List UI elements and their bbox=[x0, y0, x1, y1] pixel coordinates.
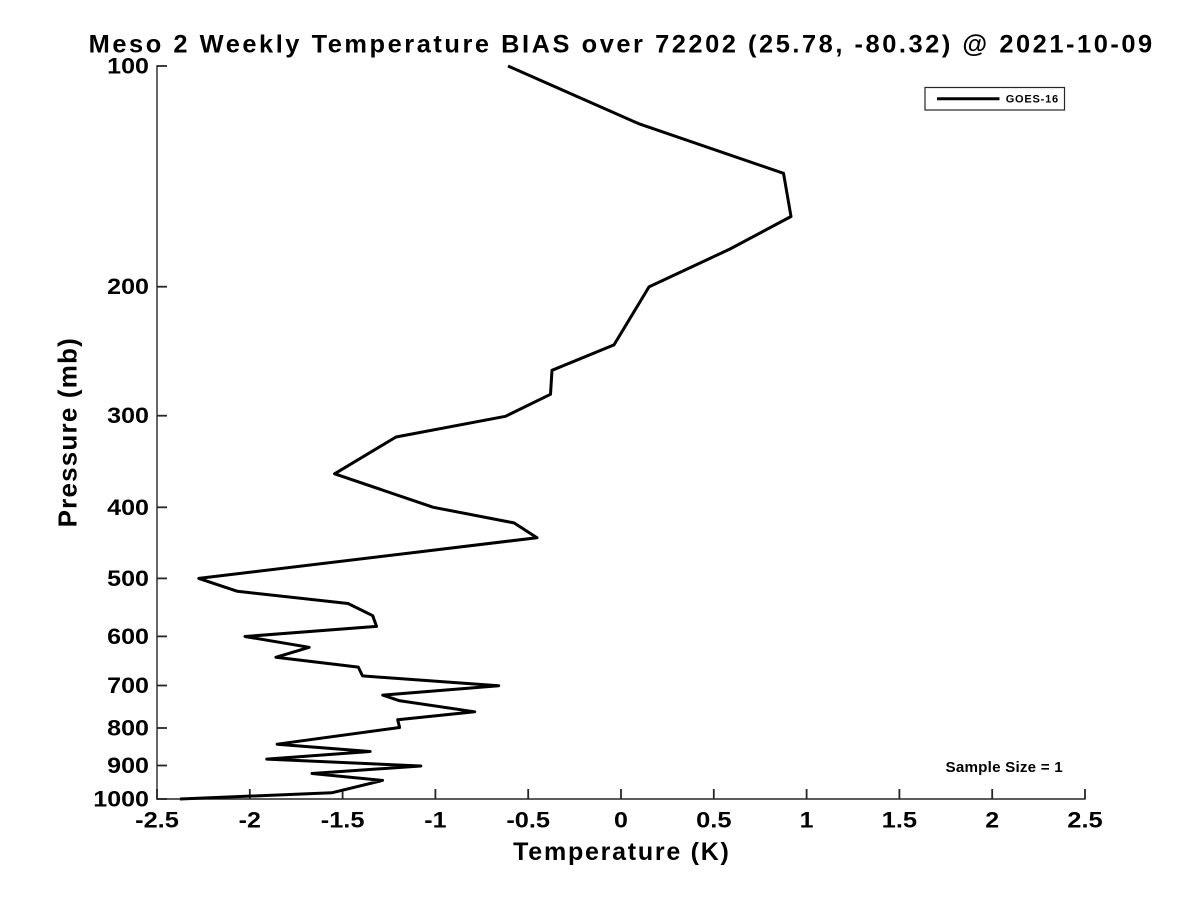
svg-text:2: 2 bbox=[985, 808, 999, 833]
svg-text:900: 900 bbox=[107, 753, 149, 778]
svg-text:200: 200 bbox=[107, 274, 149, 299]
svg-text:-2: -2 bbox=[239, 808, 261, 833]
svg-text:0: 0 bbox=[614, 808, 628, 833]
svg-text:400: 400 bbox=[107, 495, 149, 520]
svg-text:Pressure (mb): Pressure (mb) bbox=[53, 337, 83, 527]
svg-text:-0.5: -0.5 bbox=[506, 808, 550, 833]
svg-text:-2.5: -2.5 bbox=[135, 808, 179, 833]
svg-text:700: 700 bbox=[107, 673, 149, 698]
svg-text:GOES-16: GOES-16 bbox=[1006, 94, 1059, 106]
svg-text:2.5: 2.5 bbox=[1067, 808, 1102, 833]
svg-text:1000: 1000 bbox=[93, 787, 149, 812]
svg-text:-1.5: -1.5 bbox=[321, 808, 365, 833]
svg-text:300: 300 bbox=[107, 403, 149, 428]
svg-text:800: 800 bbox=[107, 716, 149, 741]
svg-text:-1: -1 bbox=[424, 808, 446, 833]
svg-text:Temperature (K): Temperature (K) bbox=[513, 838, 731, 866]
svg-text:100: 100 bbox=[107, 54, 149, 79]
svg-text:Meso 2 Weekly Temperature BIAS: Meso 2 Weekly Temperature BIAS over 7220… bbox=[89, 30, 1155, 58]
svg-text:Sample Size = 1: Sample Size = 1 bbox=[946, 759, 1064, 776]
svg-text:600: 600 bbox=[107, 624, 149, 649]
svg-text:1: 1 bbox=[800, 808, 814, 833]
svg-text:1.5: 1.5 bbox=[882, 808, 917, 833]
svg-text:500: 500 bbox=[107, 566, 149, 591]
svg-text:0.5: 0.5 bbox=[696, 808, 731, 833]
